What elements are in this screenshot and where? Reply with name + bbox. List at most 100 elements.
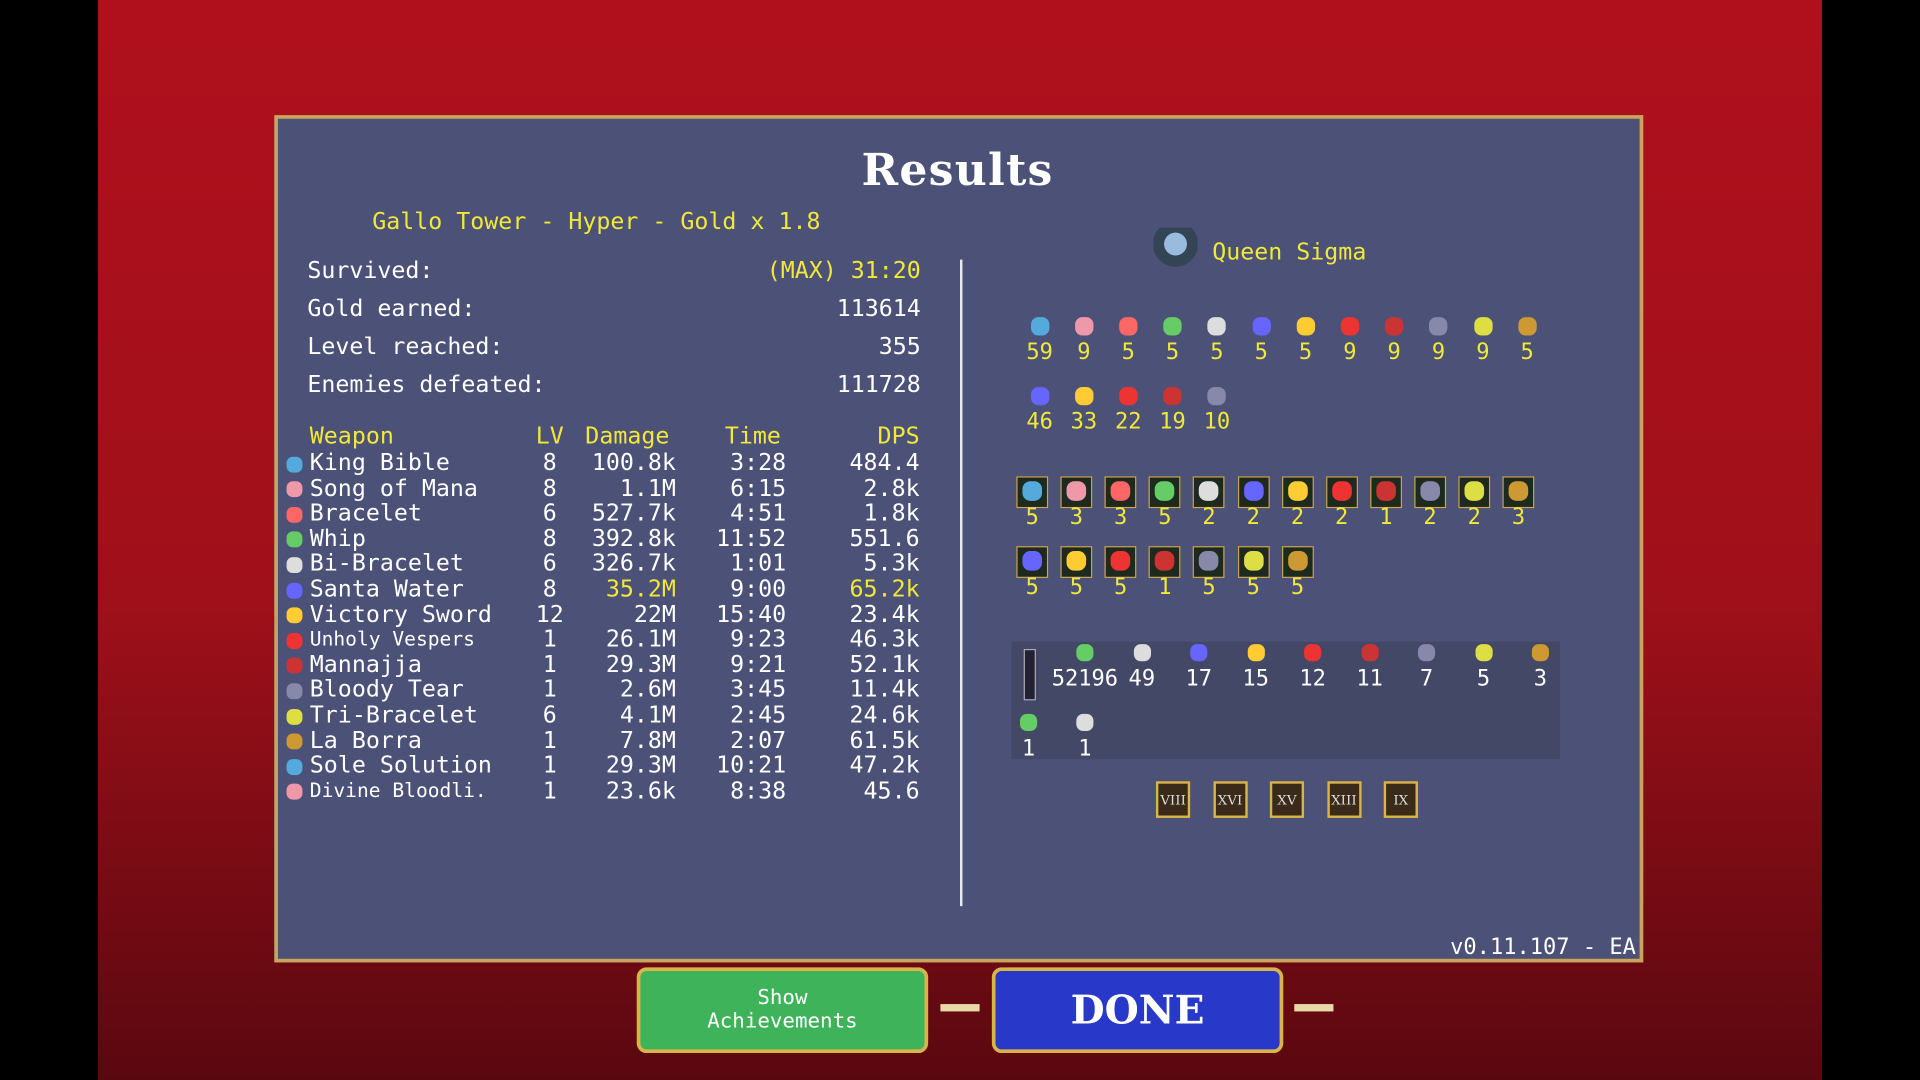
weapon-stat: 1.1M bbox=[619, 474, 676, 502]
icon bbox=[1517, 316, 1537, 335]
connector bbox=[940, 1004, 980, 1012]
icon bbox=[1429, 316, 1448, 335]
icon bbox=[1074, 386, 1094, 405]
count: 5 bbox=[1290, 574, 1305, 601]
weapon-name: Bi-Bracelet bbox=[309, 550, 464, 578]
count: 59 bbox=[1026, 339, 1053, 365]
count: 3 bbox=[1069, 504, 1084, 531]
icon bbox=[1508, 481, 1529, 501]
icon bbox=[1474, 644, 1493, 662]
icon bbox=[1020, 713, 1038, 732]
weapon-name: Tri-Bracelet bbox=[309, 701, 478, 729]
weapon-stat: 9:00 bbox=[730, 575, 787, 603]
column-header: DPS bbox=[877, 422, 920, 450]
weapon-name: Unholy Vespers bbox=[309, 627, 475, 651]
icon bbox=[1076, 713, 1094, 732]
weapon-stat: 8 bbox=[542, 449, 557, 477]
stat-value: (MAX) 31:20 bbox=[766, 257, 921, 285]
count: 5 bbox=[1165, 339, 1180, 365]
count: 46 bbox=[1026, 408, 1053, 435]
weapon-stat: 527.7k bbox=[591, 499, 676, 527]
weapon-name: Divine Bloodli. bbox=[309, 778, 487, 802]
count: 33 bbox=[1070, 408, 1098, 435]
weapon-stat: 11:52 bbox=[716, 525, 787, 552]
count: 5 bbox=[1254, 339, 1268, 365]
weapon-name: Whip bbox=[309, 525, 366, 552]
pickup-count: 7 bbox=[1419, 666, 1434, 692]
weapon-stat: 4.1M bbox=[619, 701, 676, 729]
weapon-name: Santa Water bbox=[309, 575, 464, 603]
icon bbox=[285, 607, 302, 624]
icon bbox=[1110, 551, 1131, 571]
icon bbox=[1030, 316, 1049, 335]
weapon-stat: 9:23 bbox=[730, 625, 787, 653]
weapon-stat: 2:07 bbox=[730, 726, 787, 754]
icon bbox=[1287, 481, 1308, 501]
weapon-stat: 4:51 bbox=[730, 499, 787, 527]
page-title: Results bbox=[861, 144, 1054, 196]
count: 5 bbox=[1025, 504, 1039, 531]
weapon-stat: 52.1k bbox=[849, 651, 920, 679]
weapon-stat: 2.6M bbox=[619, 676, 676, 704]
weapon-stat: 6:15 bbox=[730, 474, 787, 502]
column-header: Weapon bbox=[309, 422, 394, 450]
weapon-stat: 2.8k bbox=[863, 474, 920, 502]
count: 2 bbox=[1467, 504, 1481, 531]
count: 10 bbox=[1203, 408, 1231, 435]
stat-label: Survived: bbox=[307, 257, 434, 285]
pickup-count: 3 bbox=[1533, 666, 1548, 692]
stat-label: Gold earned: bbox=[307, 295, 476, 323]
count: 3 bbox=[1511, 504, 1526, 531]
column-header: Time bbox=[724, 422, 781, 450]
character-name: Queen Sigma bbox=[1212, 238, 1367, 266]
stat-label: Level reached: bbox=[307, 333, 504, 361]
icon bbox=[1304, 644, 1322, 662]
icon bbox=[1155, 481, 1175, 501]
count: 9 bbox=[1343, 339, 1357, 365]
weapon-stat: 1:01 bbox=[730, 550, 787, 578]
weapon-stat: 12 bbox=[535, 600, 564, 628]
weapon-stat: 6 bbox=[542, 701, 557, 729]
weapon-stat: 8 bbox=[542, 575, 557, 603]
icon bbox=[1119, 316, 1138, 335]
weapon-stat: 65.2k bbox=[849, 575, 920, 603]
count: 3 bbox=[1113, 504, 1128, 531]
weapon-stat: 1 bbox=[542, 777, 557, 805]
icon bbox=[1207, 386, 1227, 405]
pickup-count: 49 bbox=[1128, 666, 1156, 692]
count: 2 bbox=[1290, 504, 1305, 531]
icon bbox=[1243, 551, 1264, 571]
pickup-count: 1 bbox=[1021, 735, 1036, 762]
icon bbox=[1473, 316, 1493, 335]
icon bbox=[285, 708, 302, 725]
icon bbox=[1464, 481, 1485, 501]
icon bbox=[1076, 644, 1094, 662]
weapon-stat: 11.4k bbox=[849, 676, 920, 704]
weapon-stat: 61.5k bbox=[849, 726, 920, 754]
icon bbox=[1163, 386, 1182, 405]
icon bbox=[1287, 551, 1308, 571]
arcana-card: IX bbox=[1383, 781, 1418, 818]
stat-value: 113614 bbox=[836, 295, 921, 323]
icon bbox=[285, 784, 302, 800]
weapon-stat: 10:21 bbox=[716, 752, 787, 780]
pickup-count: 12 bbox=[1299, 666, 1326, 692]
icon bbox=[285, 506, 302, 523]
done-button[interactable]: DONE bbox=[991, 967, 1284, 1054]
weapon-stat: 23.4k bbox=[849, 600, 920, 628]
weapon-name: Bracelet bbox=[309, 499, 422, 527]
weapon-stat: 1 bbox=[542, 676, 557, 704]
weapon-stat: 23.6k bbox=[605, 777, 676, 805]
weapon-stat: 8 bbox=[542, 525, 557, 552]
icon bbox=[1243, 481, 1264, 501]
show-achievements-button[interactable]: Show Achievements bbox=[636, 967, 929, 1054]
weapon-stat: 484.4 bbox=[849, 449, 920, 477]
count: 9 bbox=[1077, 339, 1091, 365]
arcana-card: VIII bbox=[1155, 781, 1191, 818]
icon bbox=[1417, 644, 1436, 662]
weapon-stat: 35.2M bbox=[605, 575, 676, 603]
weapon-stat: 46.3k bbox=[849, 625, 920, 653]
icon bbox=[285, 632, 302, 649]
